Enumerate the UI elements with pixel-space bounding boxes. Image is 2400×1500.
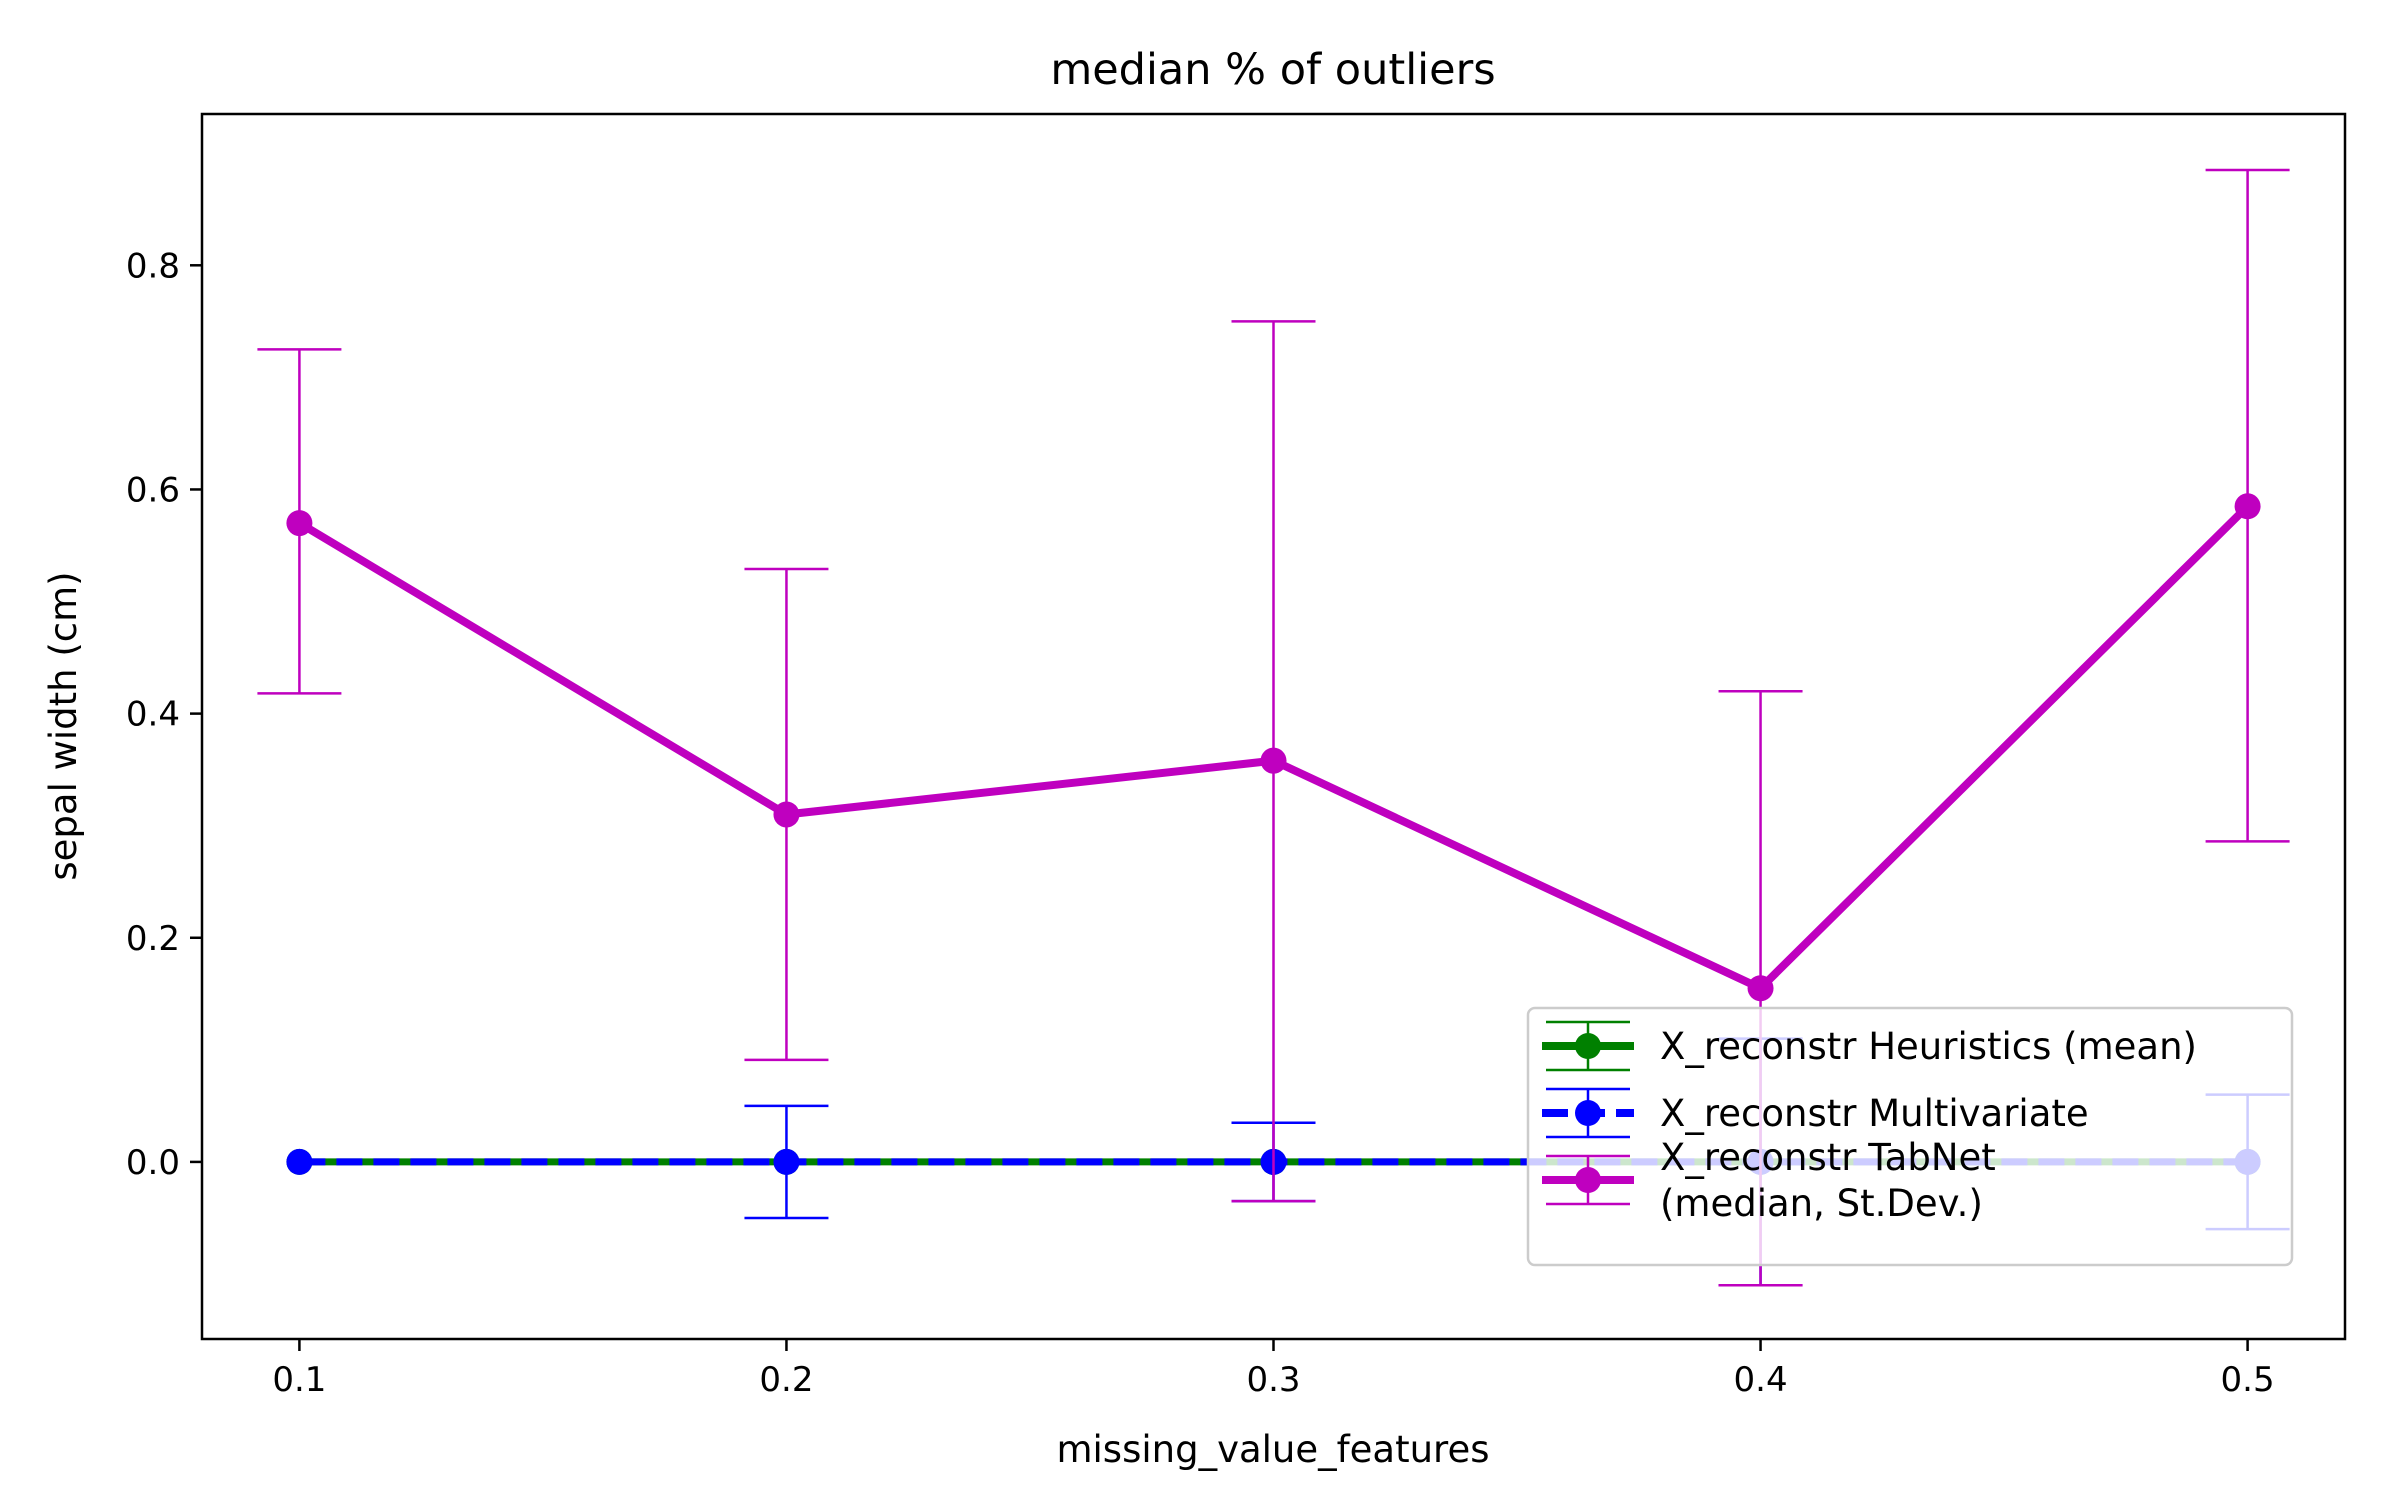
- data-point: [1260, 747, 1287, 774]
- x-axis: 0.1 0.2 0.3 0.4 0.5: [272, 1339, 2275, 1400]
- legend-label-line: X_reconstr Heuristics (mean): [1660, 1025, 2197, 1068]
- x-tick-label: 0.4: [1734, 1360, 1788, 1400]
- x-axis-label: missing_value_features: [1056, 1428, 1489, 1471]
- plot-frame: [200, 112, 2347, 1341]
- y-tick-label: 0.2: [126, 919, 180, 959]
- legend-label: X_reconstr Multivariate: [1660, 1092, 2089, 1135]
- legend-entry: X_reconstr Multivariate: [1542, 1087, 2089, 1139]
- legend-label-line: X_reconstr Multivariate: [1660, 1092, 2089, 1135]
- data-point: [286, 1148, 313, 1175]
- chart-title: median % of outliers: [1050, 45, 1495, 95]
- legend-label: X_reconstr Heuristics (mean): [1660, 1025, 2197, 1068]
- legend-marker: [1575, 1100, 1601, 1126]
- y-tick-label: 0.8: [126, 246, 180, 286]
- legend-label-line: X_reconstr TabNet: [1660, 1136, 1996, 1179]
- y-axis-label: sepal width (cm): [42, 571, 85, 880]
- x-tick-label: 0.3: [1246, 1360, 1300, 1400]
- legend-entry: X_reconstr Heuristics (mean): [1542, 1020, 2197, 1072]
- y-tick-label: 0.4: [126, 695, 180, 735]
- legend-marker: [1575, 1167, 1601, 1193]
- series-3: [257, 168, 2290, 1287]
- legend-entry: X_reconstr TabNet (median, St.Dev.): [1542, 1136, 1996, 1225]
- legend-box: [1526, 1006, 2294, 1267]
- y-tick-label: 0.0: [126, 1143, 180, 1183]
- y-axis: 0.0 0.2 0.4 0.6 0.8: [126, 246, 202, 1183]
- data-point: [773, 801, 800, 828]
- data-point: [286, 510, 313, 537]
- y-tick-label: 0.6: [126, 470, 180, 510]
- data-point: [1747, 975, 1774, 1002]
- data-point: [2234, 493, 2261, 520]
- x-tick-label: 0.5: [2221, 1360, 2275, 1400]
- legend: X_reconstr Heuristics (mean) X_reconstr M…: [1526, 1006, 2294, 1267]
- legend-label: X_reconstr TabNet (median, St.Dev.): [1660, 1136, 1996, 1225]
- data-point: [773, 1148, 800, 1175]
- x-tick-label: 0.1: [272, 1360, 326, 1400]
- legend-marker: [1575, 1033, 1601, 1059]
- legend-label-line: (median, St.Dev.): [1660, 1182, 1983, 1225]
- x-tick-label: 0.2: [759, 1360, 813, 1400]
